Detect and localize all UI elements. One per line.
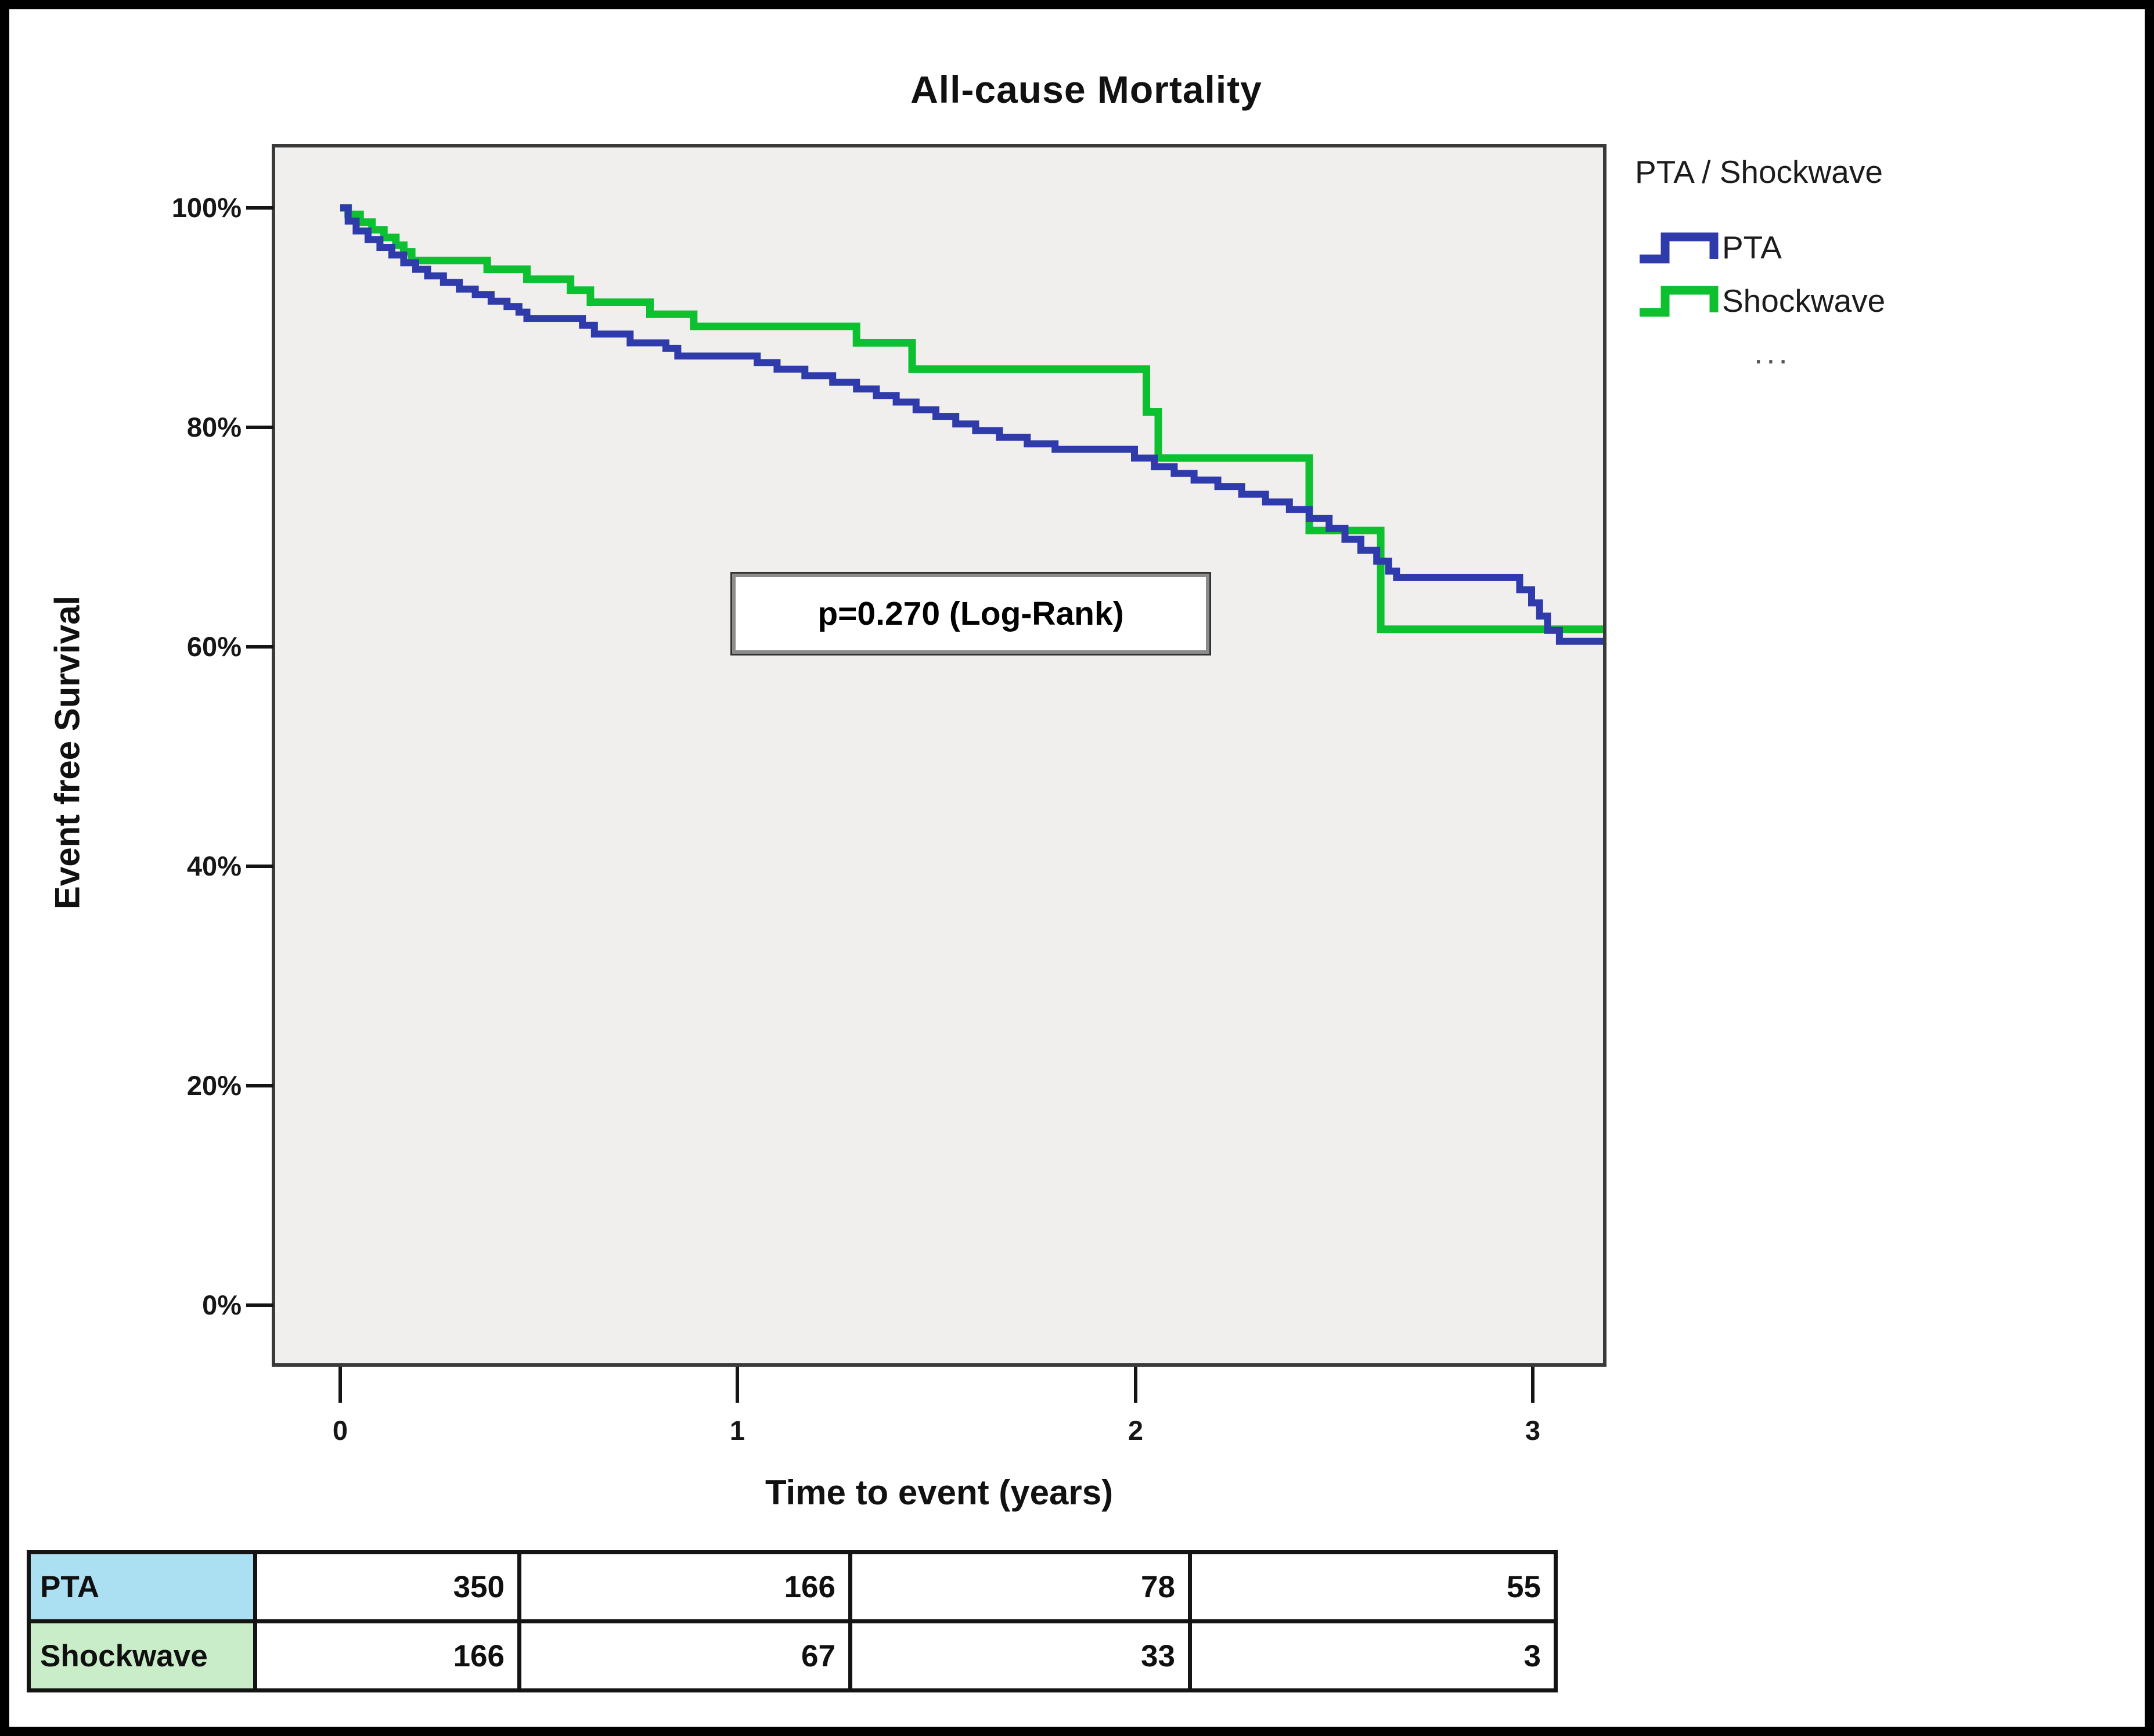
risk-table-cell: 67 (521, 1623, 852, 1692)
y-tick-label-20: 20% (186, 1070, 242, 1101)
shockwave-curve (340, 204, 1603, 633)
y-tick-label-40: 40% (186, 851, 242, 881)
legend-title: PTA / Shockwave (1635, 154, 1883, 190)
chart-title: All-cause Mortality (910, 68, 1262, 111)
legend: PTA / Shockwave PTA Shockwave ... (1635, 153, 2145, 370)
x-tick-label-1: 1 (729, 1415, 745, 1446)
risk-table: PTA 350 166 78 55 Shockwave 166 67 33 3 (27, 1550, 1558, 1692)
risk-table-cell: 55 (1192, 1554, 1558, 1623)
p-value-annotation-box: p=0.270 (Log-Rank) (730, 572, 1211, 655)
risk-table-cell: 33 (852, 1623, 1192, 1692)
risk-table-cell: 166 (521, 1554, 852, 1623)
x-tick-label-0: 0 (332, 1415, 348, 1446)
risk-table-row-label-pta: PTA (31, 1554, 257, 1623)
y-tick-marks (246, 206, 273, 1307)
legend-label-pta: PTA (1722, 229, 1782, 265)
risk-table-cell: 166 (257, 1623, 521, 1692)
x-tick-marks (338, 1367, 1535, 1403)
km-chart-canvas (246, 144, 1607, 1403)
pta-step-line-icon (1640, 232, 1719, 264)
risk-table-row-label-shockwave: Shockwave (31, 1623, 257, 1692)
legend-label-shockwave: Shockwave (1722, 283, 1886, 319)
risk-table-cell: 78 (852, 1554, 1192, 1623)
legend-entry-pta: PTA (1635, 221, 2145, 274)
risk-table-cell: 350 (257, 1554, 521, 1623)
y-tick-label-100: 100% (171, 192, 242, 223)
shockwave-step-line-icon (1640, 286, 1719, 317)
y-tick-label-80: 80% (186, 412, 242, 442)
risk-table-cell: 3 (1192, 1623, 1558, 1692)
legend-entry-shockwave: Shockwave (1635, 274, 2145, 327)
y-tick-label-0: 0% (202, 1290, 242, 1320)
plot-area (272, 144, 1607, 1367)
y-tick-label-60: 60% (186, 631, 242, 662)
legend-overflow-ellipsis: ... (1754, 334, 1791, 370)
x-tick-label-2: 2 (1128, 1415, 1144, 1446)
x-axis-title: Time to event (years) (765, 1473, 1114, 1512)
x-tick-label-3: 3 (1525, 1415, 1541, 1446)
pta-curve (340, 204, 1603, 645)
p-value-text: p=0.270 (Log-Rank) (817, 595, 1124, 632)
